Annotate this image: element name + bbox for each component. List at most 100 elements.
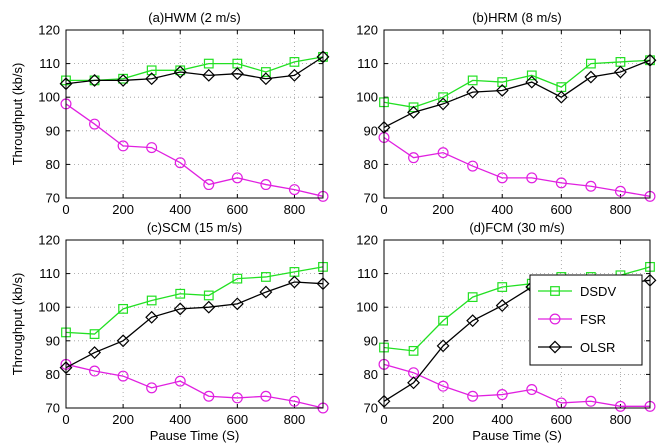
data-point-dsdv — [203, 290, 214, 301]
data-point-dsdv — [497, 77, 508, 87]
x-tick-label: 400 — [491, 202, 513, 217]
data-point-olsr — [287, 275, 301, 289]
data-point-dsdv — [260, 272, 271, 282]
data-point-fsr — [585, 180, 597, 192]
data-point-dsdv — [89, 329, 100, 339]
data-point-fsr — [146, 142, 158, 154]
chart-panel-1: 70 80 90 100 110 120 0 200 400 600 800 (a)HWM (2 m/… — [10, 10, 330, 217]
series-line-dsdv — [383, 59, 651, 108]
data-point-fsr — [231, 392, 243, 404]
data-point-fsr — [146, 382, 158, 394]
x-tick-label: 0 — [380, 412, 387, 427]
data-point-fsr — [203, 390, 215, 402]
legend-label-dsdv: DSDV — [580, 284, 616, 299]
data-point-olsr — [202, 68, 216, 82]
series-line-dsdv — [66, 56, 324, 82]
data-point-olsr — [202, 300, 216, 314]
y-tick-label: 100 — [38, 300, 60, 315]
x-tick-label: 600 — [226, 412, 248, 427]
data-point-fsr — [496, 389, 508, 401]
x-axis-label: Pause Time (S) — [472, 428, 562, 443]
y-tick-label: 70 — [364, 191, 378, 206]
data-point-olsr — [230, 67, 244, 81]
x-tick-label: 0 — [380, 202, 387, 217]
data-point-olsr — [116, 334, 130, 348]
chart-panel-4: 70 80 90 100 110 120 0 200 400 600 800 (d)FCM (30 m… — [356, 220, 657, 443]
y-tick-label: 70 — [364, 401, 378, 416]
series-line-dsdv — [65, 266, 324, 335]
data-point-olsr — [466, 314, 480, 328]
legend-marker-fsr — [549, 313, 561, 325]
data-point-olsr — [173, 302, 187, 316]
data-point-olsr — [554, 90, 568, 104]
data-point-olsr — [259, 72, 273, 86]
y-tick-label: 80 — [364, 367, 378, 382]
x-tick-label: 200 — [432, 412, 454, 427]
data-point-olsr — [436, 97, 450, 111]
data-point-olsr — [116, 73, 130, 87]
plot-area — [384, 30, 650, 198]
legend-label-fsr: FSR — [580, 312, 606, 327]
y-tick-label: 120 — [356, 233, 378, 248]
data-point-olsr — [495, 84, 509, 97]
series-line-fsr — [383, 136, 651, 197]
x-tick-label: 0 — [62, 412, 69, 427]
data-point-dsdv — [203, 58, 214, 69]
y-tick-label: 120 — [38, 233, 60, 248]
y-tick-label: 70 — [46, 191, 60, 206]
x-tick-label: 400 — [169, 412, 191, 427]
data-point-dsdv — [408, 102, 419, 113]
plot-frame — [65, 239, 324, 409]
panel-title: (b)HRM (8 m/s) — [472, 10, 562, 25]
series-line-fsr — [65, 363, 324, 409]
x-tick-label: 800 — [610, 202, 632, 217]
plot-area — [66, 30, 323, 198]
plot-area — [66, 240, 323, 408]
data-point-olsr — [145, 72, 159, 86]
data-point-fsr — [614, 400, 626, 412]
data-point-olsr — [407, 376, 421, 390]
data-point-dsdv — [146, 295, 157, 306]
data-point-fsr — [260, 390, 272, 402]
data-point-dsdv — [118, 303, 129, 314]
data-point-dsdv — [585, 58, 596, 69]
data-point-olsr — [613, 65, 627, 79]
data-point-olsr — [287, 68, 301, 82]
data-point-dsdv — [467, 75, 478, 86]
data-point-olsr — [466, 85, 480, 99]
legend-label-olsr: OLSR — [580, 340, 615, 355]
series-line-olsr — [65, 281, 324, 369]
data-point-fsr — [288, 184, 300, 196]
data-point-olsr — [145, 310, 159, 324]
y-tick-label: 80 — [364, 157, 378, 172]
legend-box — [529, 274, 643, 366]
y-tick-label: 110 — [357, 266, 378, 281]
y-tick-label: 120 — [38, 23, 60, 38]
chart-panel-2: 70 80 90 100 110 120 0 200 400 600 800 (b)HRM (8 m/… — [356, 10, 657, 217]
legend: DSDV FSR OLSR — [529, 274, 643, 366]
y-tick-label: 100 — [38, 90, 60, 105]
data-point-fsr — [231, 172, 243, 184]
data-point-dsdv — [497, 282, 508, 292]
y-tick-label: 110 — [39, 56, 60, 71]
y-tick-label: 100 — [356, 300, 378, 315]
y-tick-label: 90 — [46, 333, 60, 348]
data-point-fsr — [555, 177, 567, 189]
data-point-dsdv — [260, 67, 271, 77]
data-point-fsr — [614, 185, 626, 197]
data-point-olsr — [525, 75, 539, 89]
data-point-dsdv — [438, 92, 449, 103]
data-point-dsdv — [438, 315, 449, 326]
data-point-fsr — [89, 365, 101, 377]
series-line-fsr — [383, 363, 650, 407]
data-point-dsdv — [175, 288, 186, 299]
y-tick-label: 70 — [46, 401, 60, 416]
data-point-dsdv — [467, 292, 478, 303]
x-tick-label: 400 — [491, 412, 513, 427]
x-tick-label: 800 — [284, 412, 306, 427]
data-point-fsr — [89, 118, 101, 130]
data-point-fsr — [526, 172, 538, 184]
y-tick-label: 110 — [39, 266, 60, 281]
y-tick-label: 120 — [356, 23, 378, 38]
x-tick-label: 200 — [112, 412, 134, 427]
